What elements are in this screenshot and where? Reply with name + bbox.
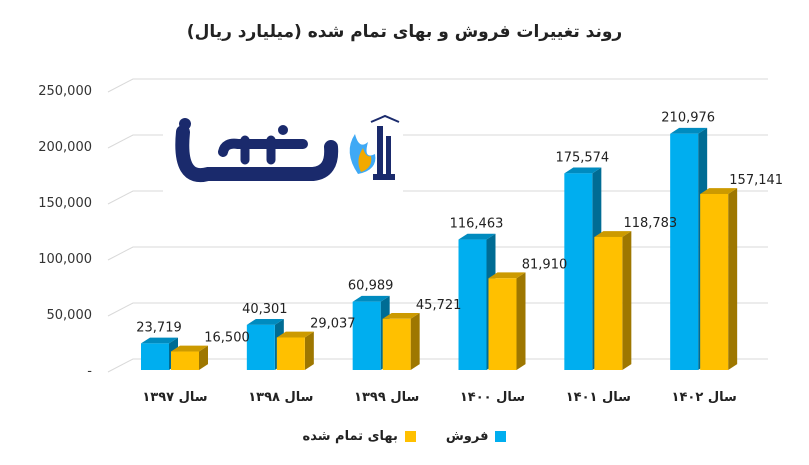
- bar-top: [246, 319, 284, 325]
- y-tick-label: 200,000: [38, 140, 92, 155]
- bar-cost: [171, 351, 199, 370]
- y-tick-label: 250,000: [38, 84, 92, 99]
- gridline: [107, 246, 768, 261]
- bar-top: [594, 231, 632, 237]
- bar-sales: [141, 343, 169, 370]
- gridlines: [107, 78, 768, 373]
- x-axis: سال ۱۳۹۷ سال ۱۳۹۸ سال ۱۳۹۹ سال ۱۴۰۰ سال ۱۴۰۱…: [142, 390, 736, 405]
- data-label: 116,463: [450, 217, 504, 232]
- y-tick-label: 100,000: [38, 252, 92, 267]
- bar-sales: [564, 173, 593, 370]
- bar-cost: [594, 236, 623, 370]
- legend-item-cost: بهای تمام شده: [303, 429, 416, 444]
- company-logo: [163, 112, 403, 210]
- bar-sales: [458, 239, 487, 370]
- bar-side: [622, 231, 632, 370]
- chart-title: روند تغییرات فروش و بهای تمام شده (میلیا…: [186, 22, 623, 42]
- data-label: 29,037: [310, 316, 356, 331]
- bar-cost: [382, 318, 411, 370]
- gridline: [107, 134, 768, 149]
- y-tick-label: -: [87, 364, 92, 379]
- bar-sales: [670, 133, 699, 370]
- category-label: سال ۱۴۰۱: [566, 390, 631, 405]
- legend-swatch-sales: [495, 431, 507, 442]
- category-label: سال ۱۳۹۸: [248, 390, 313, 405]
- bars: [141, 127, 738, 371]
- bar-top: [458, 233, 496, 240]
- gridline: [107, 358, 768, 373]
- legend-label-cost: بهای تمام شده: [302, 429, 398, 444]
- bar-side: [516, 272, 526, 370]
- bar-side: [728, 188, 738, 370]
- legend-item-sales: فروش: [446, 429, 507, 444]
- legend-label-sales: فروش: [445, 429, 489, 444]
- bar-side: [304, 331, 314, 370]
- data-label: 23,719: [136, 320, 182, 335]
- bar-top: [352, 295, 390, 302]
- bar-top: [276, 331, 314, 338]
- bar-side: [410, 312, 420, 370]
- bar-cost: [700, 194, 729, 370]
- bar-top: [700, 188, 738, 195]
- data-label: 118,783: [623, 216, 677, 231]
- data-label: 40,301: [242, 302, 288, 317]
- category-label: سال ۱۳۹۷: [142, 390, 207, 405]
- bar-top: [564, 167, 602, 174]
- gridline: [107, 78, 768, 93]
- bar-top: [670, 127, 708, 134]
- data-label: 16,500: [204, 331, 250, 346]
- y-tick-label: 150,000: [38, 196, 92, 211]
- data-label: 210,976: [661, 111, 715, 126]
- data-label: 60,989: [348, 279, 394, 294]
- gridline: [107, 190, 768, 205]
- data-labels: 23,719 16,500 40,301 29,037 60,989 45,721 116,…: [136, 111, 783, 346]
- bar-sales: [246, 324, 275, 370]
- legend-swatch-cost: [404, 431, 416, 442]
- legend: فروش بهای تمام شده: [0, 429, 809, 444]
- category-label: سال ۱۴۰۰: [460, 390, 525, 405]
- bar-cost: [276, 337, 305, 370]
- category-label: سال ۱۴۰۲: [672, 390, 737, 405]
- bar-cost: [488, 278, 517, 370]
- bar-side: [199, 345, 208, 370]
- data-label: 157,141: [729, 173, 783, 188]
- y-tick-label: 50,000: [47, 308, 93, 323]
- data-label: 45,721: [416, 298, 462, 313]
- gridline: [107, 302, 768, 317]
- category-label: سال ۱۳۹۹: [354, 390, 419, 405]
- data-label: 175,574: [555, 150, 609, 165]
- y-axis: - 50,000 100,000 150,000 200,000 250,000: [38, 84, 92, 379]
- bar-top: [488, 272, 526, 279]
- bar-top: [382, 312, 420, 319]
- bar-top: [171, 345, 208, 352]
- bar-sales: [352, 301, 381, 370]
- data-label: 81,910: [522, 257, 568, 272]
- bar-top: [141, 337, 178, 344]
